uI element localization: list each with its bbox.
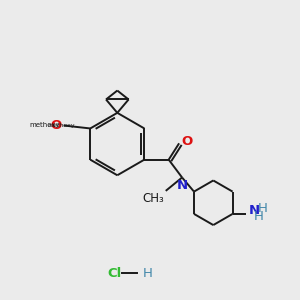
- Text: CH₃: CH₃: [142, 192, 164, 206]
- Text: H: H: [257, 202, 267, 215]
- Text: H: H: [254, 210, 263, 224]
- Text: N: N: [177, 179, 188, 192]
- Text: O: O: [51, 119, 62, 132]
- Text: O: O: [181, 135, 192, 148]
- Text: methoxy: methoxy: [47, 123, 75, 128]
- Text: methoxy: methoxy: [29, 122, 59, 128]
- Text: H: H: [142, 267, 152, 280]
- Text: Cl: Cl: [107, 267, 122, 280]
- Text: N: N: [248, 204, 260, 217]
